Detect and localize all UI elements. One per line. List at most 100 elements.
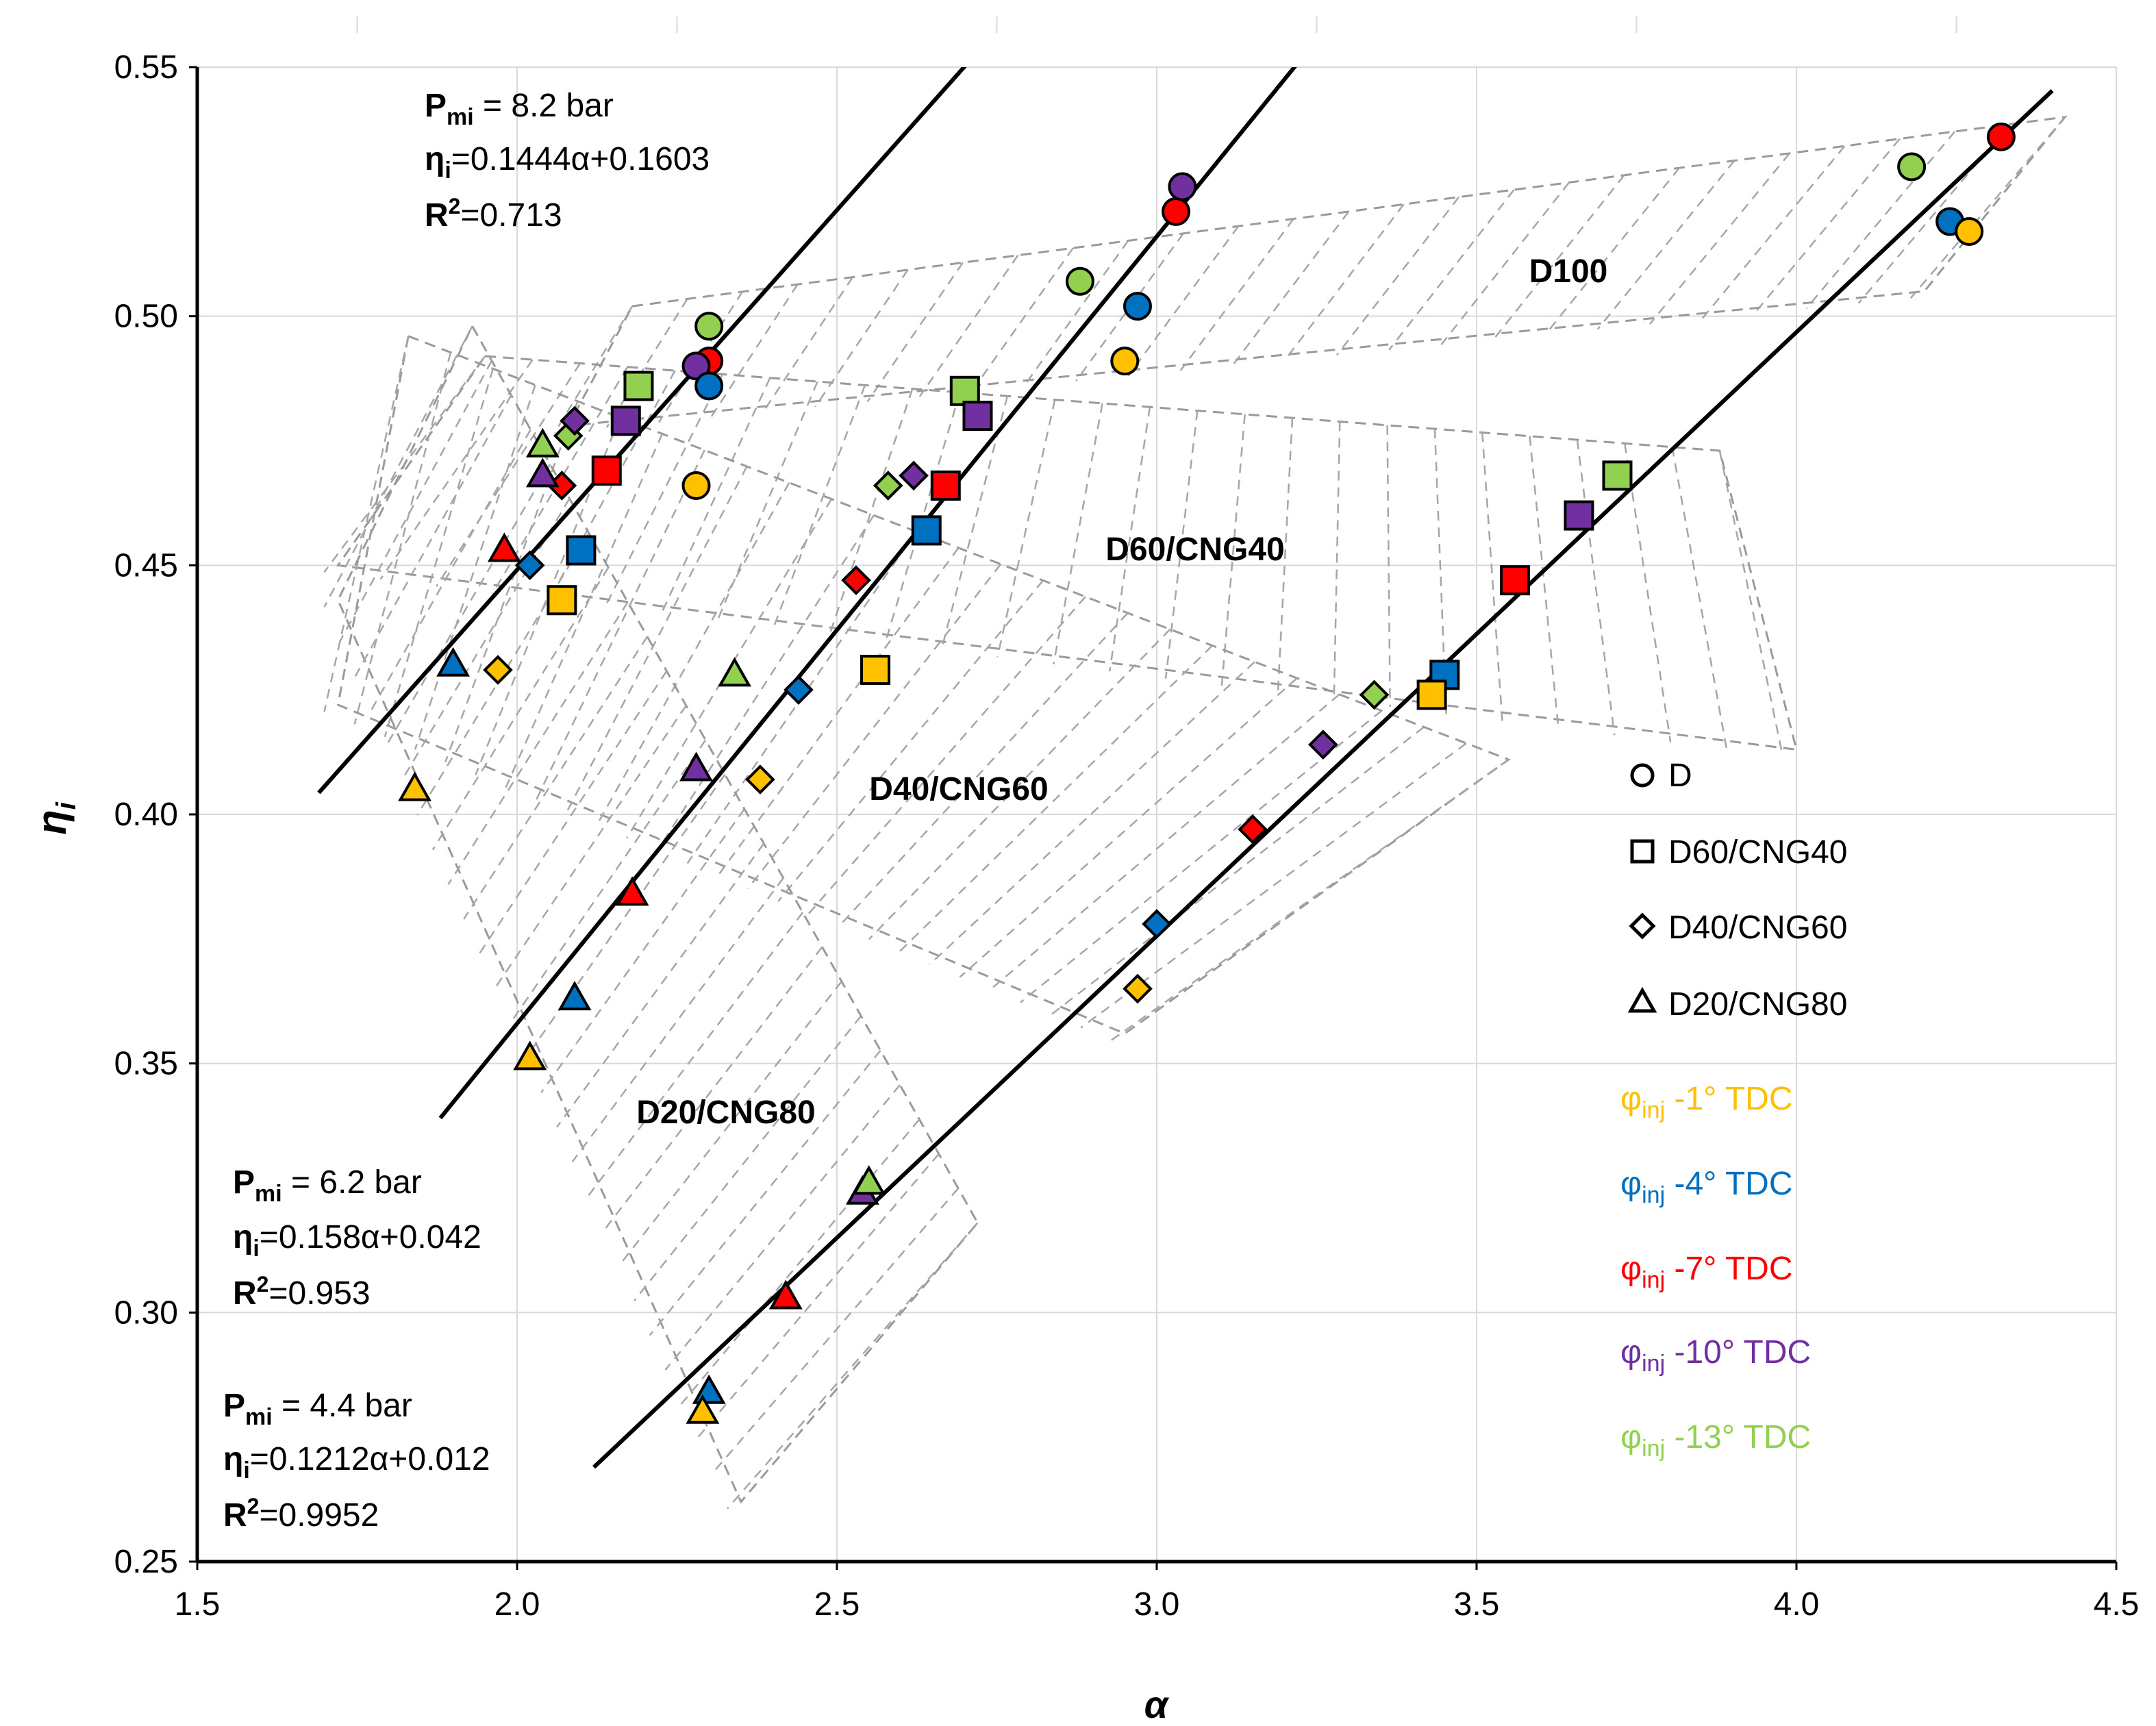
- legend-square-icon: [1630, 839, 1655, 864]
- data-point-triangle-57: [692, 1374, 726, 1404]
- region-hatch-2-23: [1019, 710, 1383, 1003]
- region-hatch-3-4: [385, 464, 551, 747]
- region-hatch-3-19: [618, 981, 842, 1267]
- x-tick-label-4: 3.5: [1454, 1586, 1500, 1623]
- region-hatch-2-22: [989, 693, 1340, 991]
- region-hatch-0-26: [1909, 116, 2066, 299]
- region-hatch-2-21: [959, 677, 1298, 978]
- region-hatch-2-11: [656, 514, 875, 851]
- region-hatch-1-2: [436, 362, 581, 587]
- region-hatch-3-0: [323, 325, 473, 608]
- data-point-square-19: [949, 375, 980, 406]
- region-hatch-1-17: [1277, 418, 1294, 693]
- y-tick-label-0: 0.25: [114, 1544, 178, 1580]
- region-hatch-1-18: [1333, 421, 1341, 700]
- region-hatch-3-13: [525, 774, 726, 1059]
- region-hatch-0-19: [1544, 167, 1680, 335]
- data-point-circle-3: [694, 371, 724, 401]
- region-hatch-0-11: [1127, 225, 1240, 377]
- data-point-square-28: [1416, 679, 1447, 710]
- x-tick-label-2: 2.5: [814, 1586, 860, 1623]
- region-hatch-0-13: [1231, 211, 1350, 366]
- data-point-circle-7: [1110, 347, 1140, 376]
- svg-text:R2=0.9952: R2=0.9952: [223, 1494, 379, 1534]
- y-axis-title: ηi: [29, 801, 82, 835]
- region-outline-0: [566, 115, 2068, 427]
- legend-label-d20-cng80: D20/CNG80: [1668, 986, 1847, 1023]
- region-hatch-1-7: [716, 381, 818, 623]
- data-point-triangle-47: [436, 647, 471, 677]
- region-hatch-3-7: [431, 567, 610, 851]
- svg-text:Pmi = 4.4 bar: Pmi = 4.4 bar: [223, 1388, 412, 1430]
- region-hatch-3-9: [463, 636, 649, 920]
- svg-text:R2=0.953: R2=0.953: [233, 1272, 371, 1312]
- region-hatch-3-18: [602, 946, 823, 1232]
- data-point-square-17: [566, 535, 597, 566]
- data-point-triangle-45: [525, 458, 560, 488]
- region-hatch-0-16: [1388, 189, 1515, 351]
- region-hatch-3-15: [555, 842, 765, 1128]
- region-hatch-1-25: [1671, 447, 1728, 750]
- y-tick-label-4: 0.45: [114, 547, 178, 584]
- svg-text:R2=0.713: R2=0.713: [425, 194, 562, 234]
- region-hatch-0-0: [553, 305, 634, 434]
- region-hatch-2-20: [929, 661, 1255, 966]
- region-hatch-2-1: [353, 352, 452, 725]
- region-label-d40-cng60: D40/CNG60: [869, 771, 1048, 808]
- legend-circle-icon: [1630, 763, 1655, 788]
- region-hatch-1-21: [1481, 432, 1503, 721]
- region-hatch-0-2: [657, 291, 744, 423]
- data-point-circle-13: [1955, 217, 1984, 247]
- axes: 1.5 2.0 2.5 3.0 3.5 4.0 4.5 0.25 0.30 0.35 0.40 0.4…: [114, 49, 2140, 1623]
- region-hatch-1-15: [1164, 410, 1199, 679]
- region-hatch-3-3: [370, 429, 531, 712]
- region-outline-1: [336, 355, 1798, 751]
- svg-text:Pmi = 6.2 bar: Pmi = 6.2 bar: [233, 1164, 422, 1207]
- region-hatch-1-8: [772, 384, 866, 629]
- region-hatch-2-16: [807, 596, 1086, 915]
- x-tick-label-6: 4.5: [2094, 1586, 2140, 1623]
- region-hatch-0-7: [918, 254, 1019, 397]
- data-point-square-26: [1500, 565, 1531, 596]
- data-point-diamond-36: [841, 565, 871, 595]
- region-hatch-1-11: [940, 396, 1009, 651]
- data-point-square-20: [962, 401, 993, 432]
- x-axis-title: α: [1144, 1683, 1170, 1726]
- legend-diamond-icon: [1629, 912, 1656, 940]
- data-point-circle-11: [1986, 122, 2016, 151]
- y-tick-label-3: 0.40: [114, 797, 178, 833]
- data-point-circle-6: [1123, 292, 1152, 321]
- data-point-triangle-50: [679, 751, 713, 781]
- data-point-square-24: [1602, 460, 1633, 491]
- region-outline-2: [336, 334, 1511, 1035]
- region-hatch-3-25: [711, 1188, 960, 1475]
- timing-legend: φinj -1° TDC φinj -4° TDC φinj -7° TDC φ…: [1620, 1081, 1811, 1462]
- region-hatch-2-2: [384, 368, 494, 738]
- data-point-diamond-30: [560, 405, 590, 436]
- region-hatch-2-13: [716, 547, 960, 877]
- data-point-square-16: [591, 455, 622, 486]
- data-point-diamond-43: [1123, 973, 1153, 1004]
- region-hatch-0-23: [1753, 138, 1901, 314]
- data-point-diamond-41: [1238, 814, 1268, 845]
- data-point-triangle-53: [513, 1040, 547, 1071]
- region-hatch-2-26: [1110, 758, 1509, 1042]
- region-label-d20-cng80: D20/CNG80: [636, 1095, 815, 1131]
- data-point-square-23: [860, 655, 891, 686]
- region-hatch-2-3: [414, 384, 536, 750]
- legend-triangle-icon: [1627, 986, 1657, 1013]
- fit-annotation-4-4-bar: Pmi = 4.4 bar ηi=0.1212α+0.012 R2=0.9952: [223, 1388, 490, 1534]
- data-point-triangle-52: [557, 981, 592, 1011]
- region-hatch-3-24: [695, 1153, 940, 1440]
- y-tick-label-1: 0.30: [114, 1294, 178, 1331]
- region-hatch-3-14: [540, 808, 745, 1093]
- region-hatch-3-10: [478, 671, 668, 955]
- region-hatch-2-25: [1080, 742, 1467, 1029]
- region-hatch-0-12: [1179, 218, 1294, 371]
- fit-annotation-8-2-bar: Pmi = 8.2 bar ηi=0.1444α+0.1603 R2=0.713: [425, 88, 710, 234]
- data-point-triangle-49: [718, 657, 751, 687]
- region-hatch-2-14: [747, 563, 1002, 890]
- fit-line-2: [592, 89, 2054, 1469]
- region-hatch-1-5: [603, 373, 724, 608]
